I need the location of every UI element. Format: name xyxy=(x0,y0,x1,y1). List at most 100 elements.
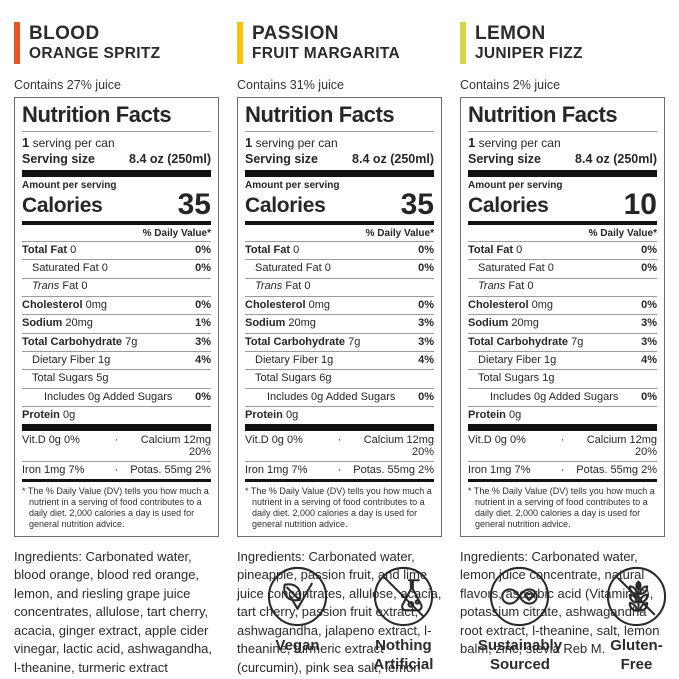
daily-value-percent: 0% xyxy=(195,298,211,311)
nutrient-row: Includes 0g Added Sugars 0% xyxy=(468,387,657,406)
nutrient-name: Saturated Fat 0 xyxy=(478,262,554,275)
divider-thick xyxy=(468,170,657,177)
serving-info: 1 serving per can Serving size 8.4 oz (2… xyxy=(245,132,434,170)
separator-dot: · xyxy=(560,464,565,477)
nutrition-facts-title: Nutrition Facts xyxy=(245,102,434,132)
flavor-title: PASSION FRUIT MARGARITA xyxy=(252,22,400,64)
flavor-panel: BLOOD ORANGE SPRITZ Contains 27% juice N… xyxy=(14,22,219,679)
nutrient-row: Sodium 20mg 1% xyxy=(22,314,211,332)
flavor-accent-bar xyxy=(460,22,466,64)
daily-value-percent: 0% xyxy=(641,298,657,311)
amount-per-serving-label: Amount per serving xyxy=(245,180,340,191)
micronutrient-right: Calcium 12mg 20% xyxy=(140,434,211,459)
nutrient-row: Includes 0g Added Sugars 0% xyxy=(245,387,434,406)
flavor-panel: PASSION FRUIT MARGARITA Contains 31% jui… xyxy=(237,22,442,679)
certification-badges: Vegan Nothing Artificial Sustainably Sou… xyxy=(266,565,668,675)
badge-gluten-free: Gluten- Free xyxy=(605,565,668,675)
flavor-accent-bar xyxy=(237,22,243,64)
badge-label: Sustainably Sourced xyxy=(477,637,563,673)
daily-value-percent: 0% xyxy=(418,298,434,311)
nutrient-rows: Total Fat 0 0% Saturated Fat 0 0% Trans Fat … xyxy=(22,241,211,424)
serving-size-value: 8.4 oz (250ml) xyxy=(129,152,211,166)
nutrient-name: Dietary Fiber 1g xyxy=(32,353,111,366)
divider-thick xyxy=(22,424,211,432)
micronutrient-left: Iron 1mg 7% xyxy=(468,464,531,477)
nutrient-name: Saturated Fat 0 xyxy=(255,262,331,275)
separator-dot: · xyxy=(114,434,119,447)
juice-content-note: Contains 31% juice xyxy=(237,78,345,92)
flavor-name-line2: ORANGE SPRITZ xyxy=(29,45,161,63)
badge-label: Gluten- Free xyxy=(610,637,663,673)
daily-value-percent: 3% xyxy=(641,335,657,348)
serving-size-row: Serving size 8.4 oz (250ml) xyxy=(22,152,211,166)
separator-dot: · xyxy=(114,464,119,477)
daily-value-percent: 4% xyxy=(641,353,657,366)
badge-sustainably-sourced: Sustainably Sourced xyxy=(478,565,562,675)
nutrient-name: Total Carbohydrate 7g xyxy=(22,335,138,348)
daily-value-footnote: * The % Daily Value (DV) tells you how m… xyxy=(22,485,209,529)
nutrient-name: Dietary Fiber 1g xyxy=(255,353,334,366)
daily-value-percent: 0% xyxy=(418,243,434,256)
badge-label: Nothing Artificial xyxy=(373,637,434,673)
flavor-title: LEMON JUNIPER FIZZ xyxy=(475,22,583,64)
servings-per-can: 1 serving per can xyxy=(245,135,338,150)
flavor-name-line2: JUNIPER FIZZ xyxy=(475,45,583,63)
nutrient-name: Trans Fat 0 xyxy=(478,280,534,293)
nutrient-name: Trans Fat 0 xyxy=(255,280,311,293)
micronutrient-right: Calcium 12mg 20% xyxy=(586,434,657,459)
daily-value-percent: 1% xyxy=(195,317,211,330)
daily-value-percent: 3% xyxy=(418,317,434,330)
micronutrient-right: Calcium 12mg 20% xyxy=(363,434,434,459)
micronutrient-row: Vit.D 0g 0% · Calcium 12mg 20% xyxy=(245,431,434,461)
servings-per-can: 1 serving per can xyxy=(468,135,561,150)
calories-value: 35 xyxy=(177,188,211,221)
daily-value-header: % Daily Value* xyxy=(365,228,434,239)
micronutrient-right: Potas. 55mg 2% xyxy=(130,464,211,477)
daily-value-header: % Daily Value* xyxy=(588,228,657,239)
daily-value-percent: 3% xyxy=(641,317,657,330)
micronutrient-left: Vit.D 0g 0% xyxy=(245,434,303,447)
nutrient-row: Total Sugars 6g xyxy=(245,369,434,387)
nutrient-row: Total Sugars 1g xyxy=(468,369,657,387)
daily-value-percent: 3% xyxy=(195,335,211,348)
nutrient-name: Total Sugars 5g xyxy=(32,372,109,385)
divider-thin xyxy=(22,478,211,482)
nutrient-name: Sodium 20mg xyxy=(468,317,539,330)
nutrient-name: Sodium 20mg xyxy=(245,317,316,330)
nutrient-row: Dietary Fiber 1g 4% xyxy=(468,351,657,369)
divider-medium xyxy=(22,221,211,225)
nutrition-facts-panel: Nutrition Facts 1 serving per can Servin… xyxy=(237,97,442,537)
nutrient-name: Cholesterol 0mg xyxy=(245,298,330,311)
nutrient-name: Total Sugars 1g xyxy=(478,372,555,385)
badge-label: Vegan xyxy=(275,637,320,654)
nutrient-rows: Total Fat 0 0% Saturated Fat 0 0% Trans Fat … xyxy=(468,241,657,424)
nutrient-name: Total Carbohydrate 7g xyxy=(468,335,584,348)
nutrient-name: Total Fat 0 xyxy=(22,243,77,256)
nutrient-row: Includes 0g Added Sugars 0% xyxy=(22,387,211,406)
nutrient-row: Dietary Fiber 1g 4% xyxy=(22,351,211,369)
nutrient-rows: Total Fat 0 0% Saturated Fat 0 0% Trans Fat … xyxy=(245,241,434,424)
calories-label: Calories xyxy=(22,194,103,217)
calories-row: Calories 35 xyxy=(22,188,211,221)
nutrient-row: Sodium 20mg 3% xyxy=(468,314,657,332)
badge-nothing-artificial: Nothing Artificial xyxy=(372,565,435,675)
divider-medium xyxy=(468,221,657,225)
micronutrient-row: Vit.D 0g 0% · Calcium 12mg 20% xyxy=(22,431,211,461)
nutrient-row: Saturated Fat 0 0% xyxy=(245,259,434,277)
micronutrient-row: Vit.D 0g 0% · Calcium 12mg 20% xyxy=(468,431,657,461)
nutrient-name: Cholesterol 0mg xyxy=(468,298,553,311)
micronutrient-left: Iron 1mg 7% xyxy=(22,464,85,477)
serving-size-row: Serving size 8.4 oz (250ml) xyxy=(468,152,657,166)
nutrient-name: Includes 0g Added Sugars xyxy=(44,390,173,403)
daily-value-percent: 4% xyxy=(195,353,211,366)
micronutrient-left: Vit.D 0g 0% xyxy=(468,434,526,447)
micronutrient-left: Iron 1mg 7% xyxy=(245,464,308,477)
nutrient-row: Total Sugars 5g xyxy=(22,369,211,387)
separator-dot: · xyxy=(337,464,342,477)
juice-content-note: Contains 27% juice xyxy=(14,78,122,92)
nutrient-name: Protein 0g xyxy=(245,408,299,421)
calories-row: Calories 35 xyxy=(245,190,434,221)
flavor-name-line2: FRUIT MARGARITA xyxy=(252,45,400,63)
